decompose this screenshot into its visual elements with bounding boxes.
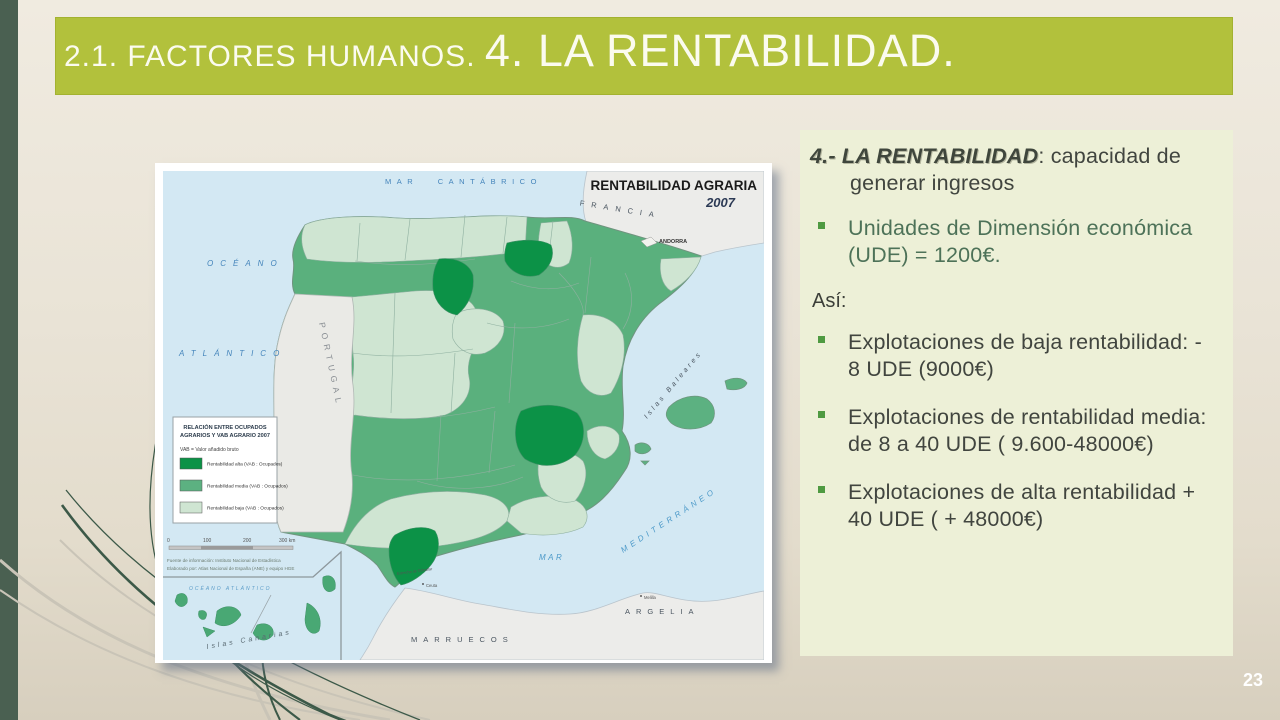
map-figure: 0 100 200 300 km Fuente de información: …	[155, 163, 772, 663]
panel-heading-rest: : capacidad de generar ingresos	[850, 144, 1181, 196]
map-year: 2007	[705, 195, 736, 210]
bullet-media: Explotaciones de rentabilidad media: de …	[810, 404, 1219, 459]
slide-title-main: 4. LA RENTABILIDAD.	[484, 25, 956, 76]
legend-label-media: Rentabilidad media (VAB : Ocupados)	[207, 484, 288, 490]
bullet-square-icon	[810, 329, 848, 384]
label-oceano-atlantico-inset: OCÉANO ATLÁNTICO	[189, 585, 272, 592]
scale-300: 300 km	[279, 538, 295, 544]
panel-heading-bold: 4.- LA RENTABILIDAD	[810, 144, 1039, 168]
islas-baleares	[634, 377, 748, 466]
label-melilla: Melilla	[644, 595, 657, 600]
map-legend: RELACIÓN ENTRE OCUPADOS AGRARIOS Y VAB A…	[172, 416, 288, 524]
map-source-line2: Elaborado por: Atlas Nacional de España …	[167, 566, 294, 571]
bullet-alta: Explotaciones de alta rentabilidad + 40 …	[810, 479, 1219, 534]
legend-swatch-alta	[179, 457, 203, 470]
content-panel: 4.- LA RENTABILIDAD: capacidad de genera…	[800, 130, 1233, 656]
label-oceano: OCÉANO	[207, 259, 284, 268]
map-title: RENTABILIDAD AGRARIA	[591, 178, 758, 193]
legend-label-alta: Rentabilidad alta (VAB : Ocupados)	[207, 462, 283, 468]
bullet-square-icon	[810, 215, 848, 270]
label-marruecos: MARRUECOS	[411, 635, 514, 644]
legend-title-line2: AGRARIOS Y VAB AGRARIO 2007	[180, 433, 270, 439]
map-source-line1: Fuente de información: Instituto Naciona…	[167, 558, 281, 563]
label-andorra: ANDORRA	[659, 239, 687, 245]
scale-200: 200	[243, 538, 252, 544]
label-argelia: ARGELIA	[625, 607, 700, 616]
legend-swatch-baja	[179, 501, 203, 514]
scale-0: 0	[167, 538, 170, 544]
andorra-area	[640, 236, 658, 248]
slide-title-prefix: 2.1. FACTORES HUMANOS.	[64, 40, 485, 73]
bullet-square-icon	[810, 479, 848, 534]
bullet-media-text: Explotaciones de rentabilidad media: de …	[848, 404, 1207, 457]
label-mar: MAR	[539, 553, 564, 562]
scale-100: 100	[203, 538, 212, 544]
label-mar-cantabrico: MAR CANTÁBRICO	[385, 177, 542, 186]
asi-label: Así:	[812, 289, 847, 312]
slide-title-bar: 2.1. FACTORES HUMANOS. 4. LA RENTABILIDA…	[55, 17, 1233, 95]
panel-heading: 4.- LA RENTABILIDAD: capacidad de genera…	[810, 143, 1219, 198]
left-accent-strip	[0, 0, 18, 720]
legend-note: VAB = Valor añadido bruto	[180, 447, 239, 453]
bullet-ude: Unidades de Dimensión económica (UDE) = …	[810, 215, 1219, 270]
ceuta-dot	[422, 583, 424, 585]
spain-choropleth-map: 0 100 200 300 km Fuente de información: …	[163, 171, 764, 660]
bullet-square-icon	[810, 404, 848, 459]
bullet-alta-text: Explotaciones de alta rentabilidad + 40 …	[848, 479, 1196, 532]
label-ceuta: Ceuta	[426, 583, 438, 588]
bullet-baja-text: Explotaciones de baja rentabilidad: - 8 …	[848, 329, 1203, 382]
page-number: 23	[1243, 670, 1264, 690]
melilla-dot	[640, 595, 642, 597]
legend-label-baja: Rentabilidad baja (VAB : Ocupados)	[207, 506, 284, 512]
bullet-ude-text: Unidades de Dimensión económica (UDE) = …	[848, 215, 1193, 268]
legend-title-line1: RELACIÓN ENTRE OCUPADOS	[183, 423, 266, 431]
legend-swatch-media	[179, 479, 203, 492]
portugal-landmass	[271, 293, 355, 533]
bullet-baja: Explotaciones de baja rentabilidad: - 8 …	[810, 329, 1219, 384]
label-atlantico: ATLÁNTICO	[178, 349, 286, 358]
